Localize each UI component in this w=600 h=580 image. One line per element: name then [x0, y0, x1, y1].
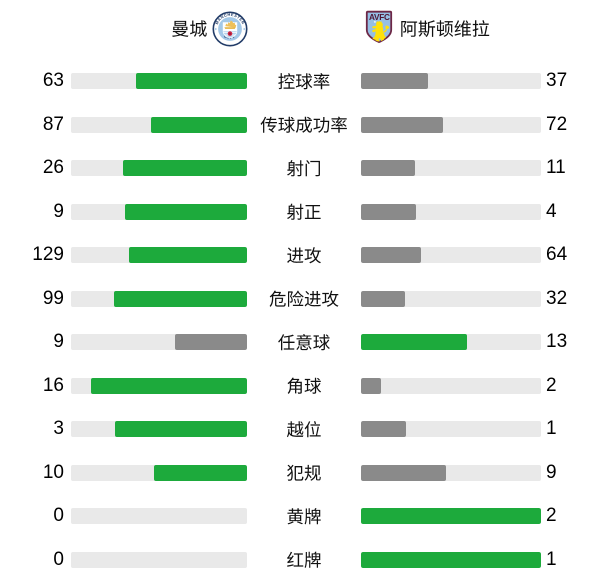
svg-text:AVFC: AVFC: [369, 13, 390, 22]
